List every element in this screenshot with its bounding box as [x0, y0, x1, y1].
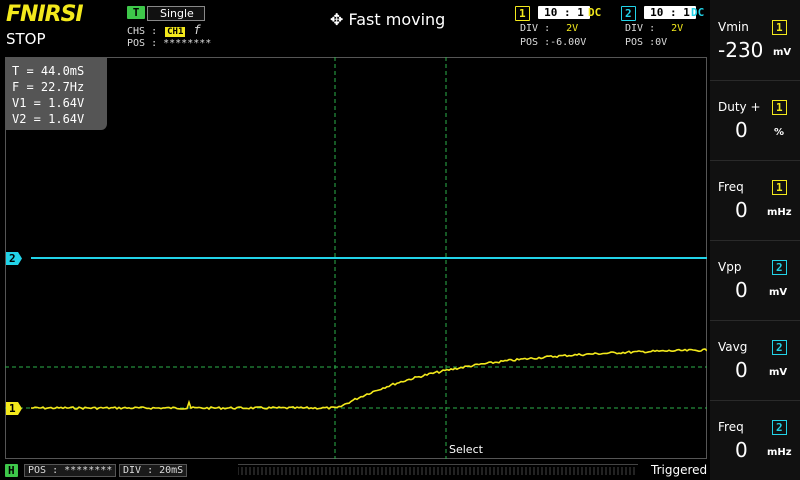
measurement-channel: 2 [772, 260, 787, 275]
measurement-name: Vavg [718, 340, 748, 354]
cursor-v1-readout: V1 = 1.64V [12, 96, 85, 110]
trigger-status: Triggered [651, 463, 708, 477]
ch2-coupling[interactable]: DC [691, 6, 705, 19]
brand-logo: FNIRSI [6, 2, 84, 27]
trigger-source-label: CHS : [127, 26, 158, 37]
horizontal-position[interactable]: POS : ******** [24, 464, 117, 477]
measurement-item[interactable]: Vpp 2 0 mV [710, 240, 800, 321]
measurement-item[interactable]: Duty + 1 0 % [710, 80, 800, 161]
ch2-probe-ratio[interactable]: 10 : 1 [644, 6, 696, 19]
measurement-channel: 1 [772, 100, 787, 115]
ch1-div: DIV : 2V [520, 23, 578, 34]
ch1-pos-value: -6.00V [550, 37, 587, 48]
measurement-unit: % [774, 127, 785, 138]
ch1-div-value: 2V [566, 23, 579, 34]
measurement-value: 0 [735, 118, 748, 142]
ch2-div-label: DIV : [625, 23, 656, 34]
ch1-coupling[interactable]: DC [588, 6, 602, 19]
ch2-pos: POS :0V [625, 37, 667, 48]
horizontal-scroll-ruler[interactable] [238, 464, 638, 476]
ch2-pos-value: 0V [655, 37, 668, 48]
measurement-unit: mV [773, 47, 792, 58]
measurement-unit: mHz [767, 207, 792, 218]
measurement-value: 0 [735, 358, 748, 382]
trigger-source[interactable]: CHS : CH1 f [127, 23, 201, 37]
timebase-div[interactable]: DIV : 20mS [119, 464, 188, 477]
ch1-id-badge[interactable]: 1 [515, 6, 530, 21]
measurement-channel: 1 [772, 180, 787, 195]
measurement-value: 0 [735, 278, 748, 302]
trigger-position: POS : ******** [127, 38, 212, 49]
ch1-level-marker[interactable]: 1 [6, 402, 22, 415]
measurement-unit: mV [769, 287, 788, 298]
move-arrows-icon: ✥ [330, 10, 344, 29]
trigger-tag: T [127, 6, 145, 19]
move-mode-indicator[interactable]: ✥ Fast moving [330, 10, 445, 29]
ch2-div: DIV : 2V [625, 23, 683, 34]
measurement-name: Freq [718, 180, 744, 194]
select-label: Select [449, 443, 483, 456]
measurement-channel: 2 [772, 420, 787, 435]
measurement-name: Duty + [718, 100, 761, 114]
trigger-source-badge: CH1 [165, 27, 186, 37]
measurement-name: Vmin [718, 20, 749, 34]
cursor-readout-panel: T = 44.0mS F = 22.7Hz V1 = 1.64V V2 = 1.… [5, 58, 107, 130]
measurement-channel: 1 [772, 20, 787, 35]
horizontal-tag: H [5, 464, 18, 477]
cursor-freq-readout: F = 22.7Hz [12, 80, 85, 94]
measurement-panel: Vmin 1 -230 mV Duty + 1 0 % Freq 1 0 mHz… [710, 0, 800, 480]
rising-edge-icon: f [193, 23, 201, 37]
ch1-pos-label: POS : [520, 37, 551, 48]
ch2-div-value: 2V [671, 23, 684, 34]
measurement-item[interactable]: Freq 1 0 mHz [710, 160, 800, 241]
ch2-id-badge[interactable]: 2 [621, 6, 636, 21]
measurement-channel: 2 [772, 340, 787, 355]
ch1-div-label: DIV : [520, 23, 551, 34]
ch1-probe-ratio[interactable]: 10 : 1 [538, 6, 590, 19]
measurement-item[interactable]: Vavg 2 0 mV [710, 320, 800, 401]
measurement-item[interactable]: Freq 2 0 mHz [710, 400, 800, 480]
trigger-mode-button[interactable]: Single [147, 6, 205, 21]
cursor-time-readout: T = 44.0mS [12, 64, 85, 78]
measurement-value: 0 [735, 438, 748, 462]
measurement-name: Vpp [718, 260, 742, 274]
ch1-trace [30, 348, 707, 411]
ch2-level-marker[interactable]: 2 [6, 252, 22, 265]
waveform-plot[interactable] [5, 57, 707, 459]
measurement-item[interactable]: Vmin 1 -230 mV [710, 0, 800, 81]
ch1-pos: POS :-6.00V [520, 37, 586, 48]
measurement-unit: mHz [767, 447, 792, 458]
measurement-value: 0 [735, 198, 748, 222]
run-state-indicator[interactable]: STOP [6, 30, 46, 48]
cursor-v2-readout: V2 = 1.64V [12, 112, 85, 126]
measurement-value: -230 [718, 38, 764, 62]
measurement-name: Freq [718, 420, 744, 434]
move-mode-label: Fast moving [348, 10, 446, 29]
ch2-pos-label: POS : [625, 37, 656, 48]
measurement-unit: mV [769, 367, 788, 378]
